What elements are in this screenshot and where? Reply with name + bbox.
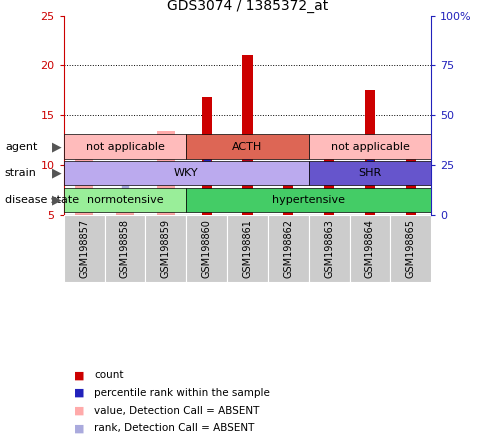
Bar — [309, 134, 431, 159]
Bar — [227, 215, 268, 282]
Text: GSM198857: GSM198857 — [79, 219, 89, 278]
Text: agent: agent — [5, 142, 37, 151]
Text: not applicable: not applicable — [86, 142, 164, 151]
Bar — [186, 134, 309, 159]
Text: GSM198864: GSM198864 — [365, 219, 375, 278]
Text: ▶: ▶ — [51, 193, 61, 206]
Bar — [146, 215, 186, 282]
Text: SHR: SHR — [358, 168, 382, 178]
Bar — [406, 146, 416, 215]
Bar — [309, 161, 431, 186]
Bar — [64, 161, 309, 186]
Title: GDS3074 / 1385372_at: GDS3074 / 1385372_at — [167, 0, 328, 13]
Bar — [283, 175, 294, 215]
Bar — [104, 215, 146, 282]
Bar — [243, 56, 252, 215]
Text: WKY: WKY — [174, 168, 198, 178]
Text: GSM198865: GSM198865 — [406, 219, 416, 278]
Bar — [201, 98, 212, 215]
Bar — [268, 215, 309, 282]
Bar — [64, 187, 186, 212]
Text: rank, Detection Call = ABSENT: rank, Detection Call = ABSENT — [94, 424, 254, 433]
Text: ■: ■ — [74, 406, 84, 416]
Bar — [391, 215, 431, 282]
Text: not applicable: not applicable — [331, 142, 409, 151]
Bar — [157, 131, 175, 215]
Bar — [186, 215, 227, 282]
Text: GSM198863: GSM198863 — [324, 219, 334, 278]
Bar — [116, 211, 134, 215]
Text: GSM198862: GSM198862 — [283, 219, 294, 278]
Text: ■: ■ — [74, 370, 84, 380]
Text: ■: ■ — [74, 424, 84, 433]
Text: GSM198859: GSM198859 — [161, 219, 171, 278]
Text: ACTH: ACTH — [232, 142, 263, 151]
Text: ▶: ▶ — [51, 140, 61, 153]
Text: ▶: ▶ — [51, 166, 61, 180]
Bar — [64, 215, 104, 282]
Text: ■: ■ — [74, 388, 84, 398]
Bar — [365, 91, 375, 215]
Bar — [75, 139, 93, 215]
Bar — [186, 187, 431, 212]
Text: GSM198860: GSM198860 — [201, 219, 212, 278]
Text: count: count — [94, 370, 123, 380]
Bar — [309, 215, 349, 282]
Text: value, Detection Call = ABSENT: value, Detection Call = ABSENT — [94, 406, 260, 416]
Bar — [324, 143, 334, 215]
Text: hypertensive: hypertensive — [272, 195, 345, 205]
Text: strain: strain — [5, 168, 37, 178]
Text: disease state: disease state — [5, 195, 79, 205]
Bar — [349, 215, 391, 282]
Bar — [64, 134, 186, 159]
Text: GSM198861: GSM198861 — [243, 219, 252, 278]
Text: normotensive: normotensive — [87, 195, 163, 205]
Text: GSM198858: GSM198858 — [120, 219, 130, 278]
Text: percentile rank within the sample: percentile rank within the sample — [94, 388, 270, 398]
